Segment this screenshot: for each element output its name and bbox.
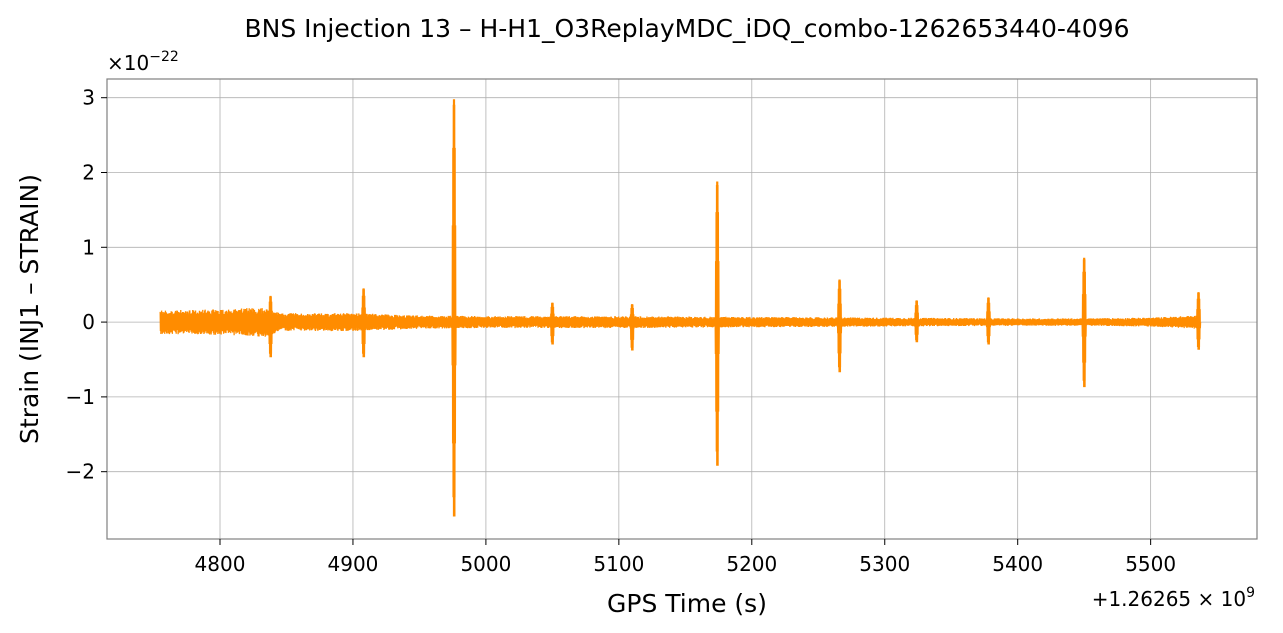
x-tick-label: 5300: [859, 552, 910, 576]
x-tick-label: 5000: [460, 552, 511, 576]
plot-area: [159, 99, 1202, 517]
glitch-spike: [267, 295, 274, 358]
glitch-spike: [913, 300, 920, 343]
glitch-spike: [1195, 292, 1202, 350]
y-tick-label: −1: [66, 385, 95, 409]
glitch-spike: [985, 297, 992, 345]
y-tick-label: 1: [82, 235, 95, 259]
x-tick-label: 5400: [992, 552, 1043, 576]
glitch-spike: [360, 288, 367, 358]
y-multiplier-base: ×10: [107, 51, 149, 75]
axes-frame: [106, 78, 1258, 540]
x-tick-label: 5500: [1125, 552, 1176, 576]
x-tick-label: 4900: [328, 552, 379, 576]
y-axis-label: Strain (INJ1 – STRAIN): [15, 174, 44, 444]
glitch-spike: [451, 99, 457, 517]
y-tick-label: 3: [82, 86, 95, 110]
y-tick-label: −2: [66, 460, 95, 484]
chart-title: BNS Injection 13 – H-H1_O3ReplayMDC_iDQ_…: [244, 14, 1129, 43]
ticks: 4800 4900 5000 5100 5200 5300 5400 5500 −2 −1 0 1 2 3: [66, 86, 1177, 576]
x-offset-exponent: 9: [1246, 585, 1255, 601]
x-offset: +1.26265 × 109: [1092, 585, 1255, 611]
glitch-spike: [714, 181, 720, 466]
y-tick-label: 2: [82, 160, 95, 184]
x-tick-label: 4800: [195, 552, 246, 576]
y-multiplier: ×10−22: [107, 49, 179, 75]
y-tick-label: 0: [82, 310, 95, 334]
glitch-spike: [549, 302, 556, 345]
x-tick-label: 5200: [726, 552, 777, 576]
glitch-spike: [836, 279, 843, 373]
x-offset-base: +1.26265 × 10: [1092, 587, 1246, 611]
glitch-spike: [629, 304, 635, 351]
x-axis-label: GPS Time (s): [607, 589, 767, 618]
strain-noise-line: [159, 308, 1201, 337]
glitch-spike: [1081, 257, 1087, 388]
y-multiplier-exponent: −22: [149, 49, 179, 65]
x-tick-label: 5100: [593, 552, 644, 576]
